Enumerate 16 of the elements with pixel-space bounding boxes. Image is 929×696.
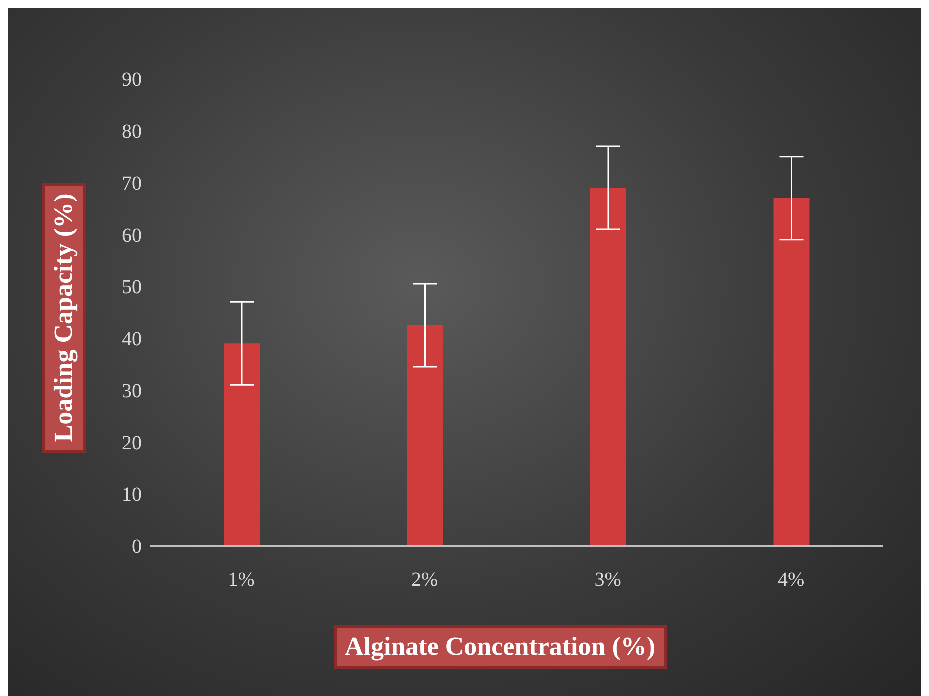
y-tick-label: 80 [122, 120, 142, 143]
x-tick-label: 3% [594, 569, 622, 592]
y-tick-label: 0 [132, 536, 142, 558]
y-tick-label: 20 [122, 432, 142, 454]
y-tick-label: 50 [122, 276, 142, 299]
x-axis-title: Alginate Concentration (%) [334, 625, 667, 669]
x-tick-label: 1% [228, 569, 255, 592]
y-tick-label: 30 [122, 380, 142, 402]
y-tick-label: 40 [122, 328, 142, 351]
x-tick-label: 4% [778, 569, 805, 592]
x-tick-label: 2% [412, 569, 438, 592]
y-tick-label: 10 [122, 484, 142, 506]
y-tick-label: 90 [122, 69, 142, 92]
y-tick-label: 60 [122, 224, 142, 247]
y-tick-label: 70 [122, 172, 142, 195]
y-axis-title: Loading Capacity (%) [42, 182, 86, 454]
